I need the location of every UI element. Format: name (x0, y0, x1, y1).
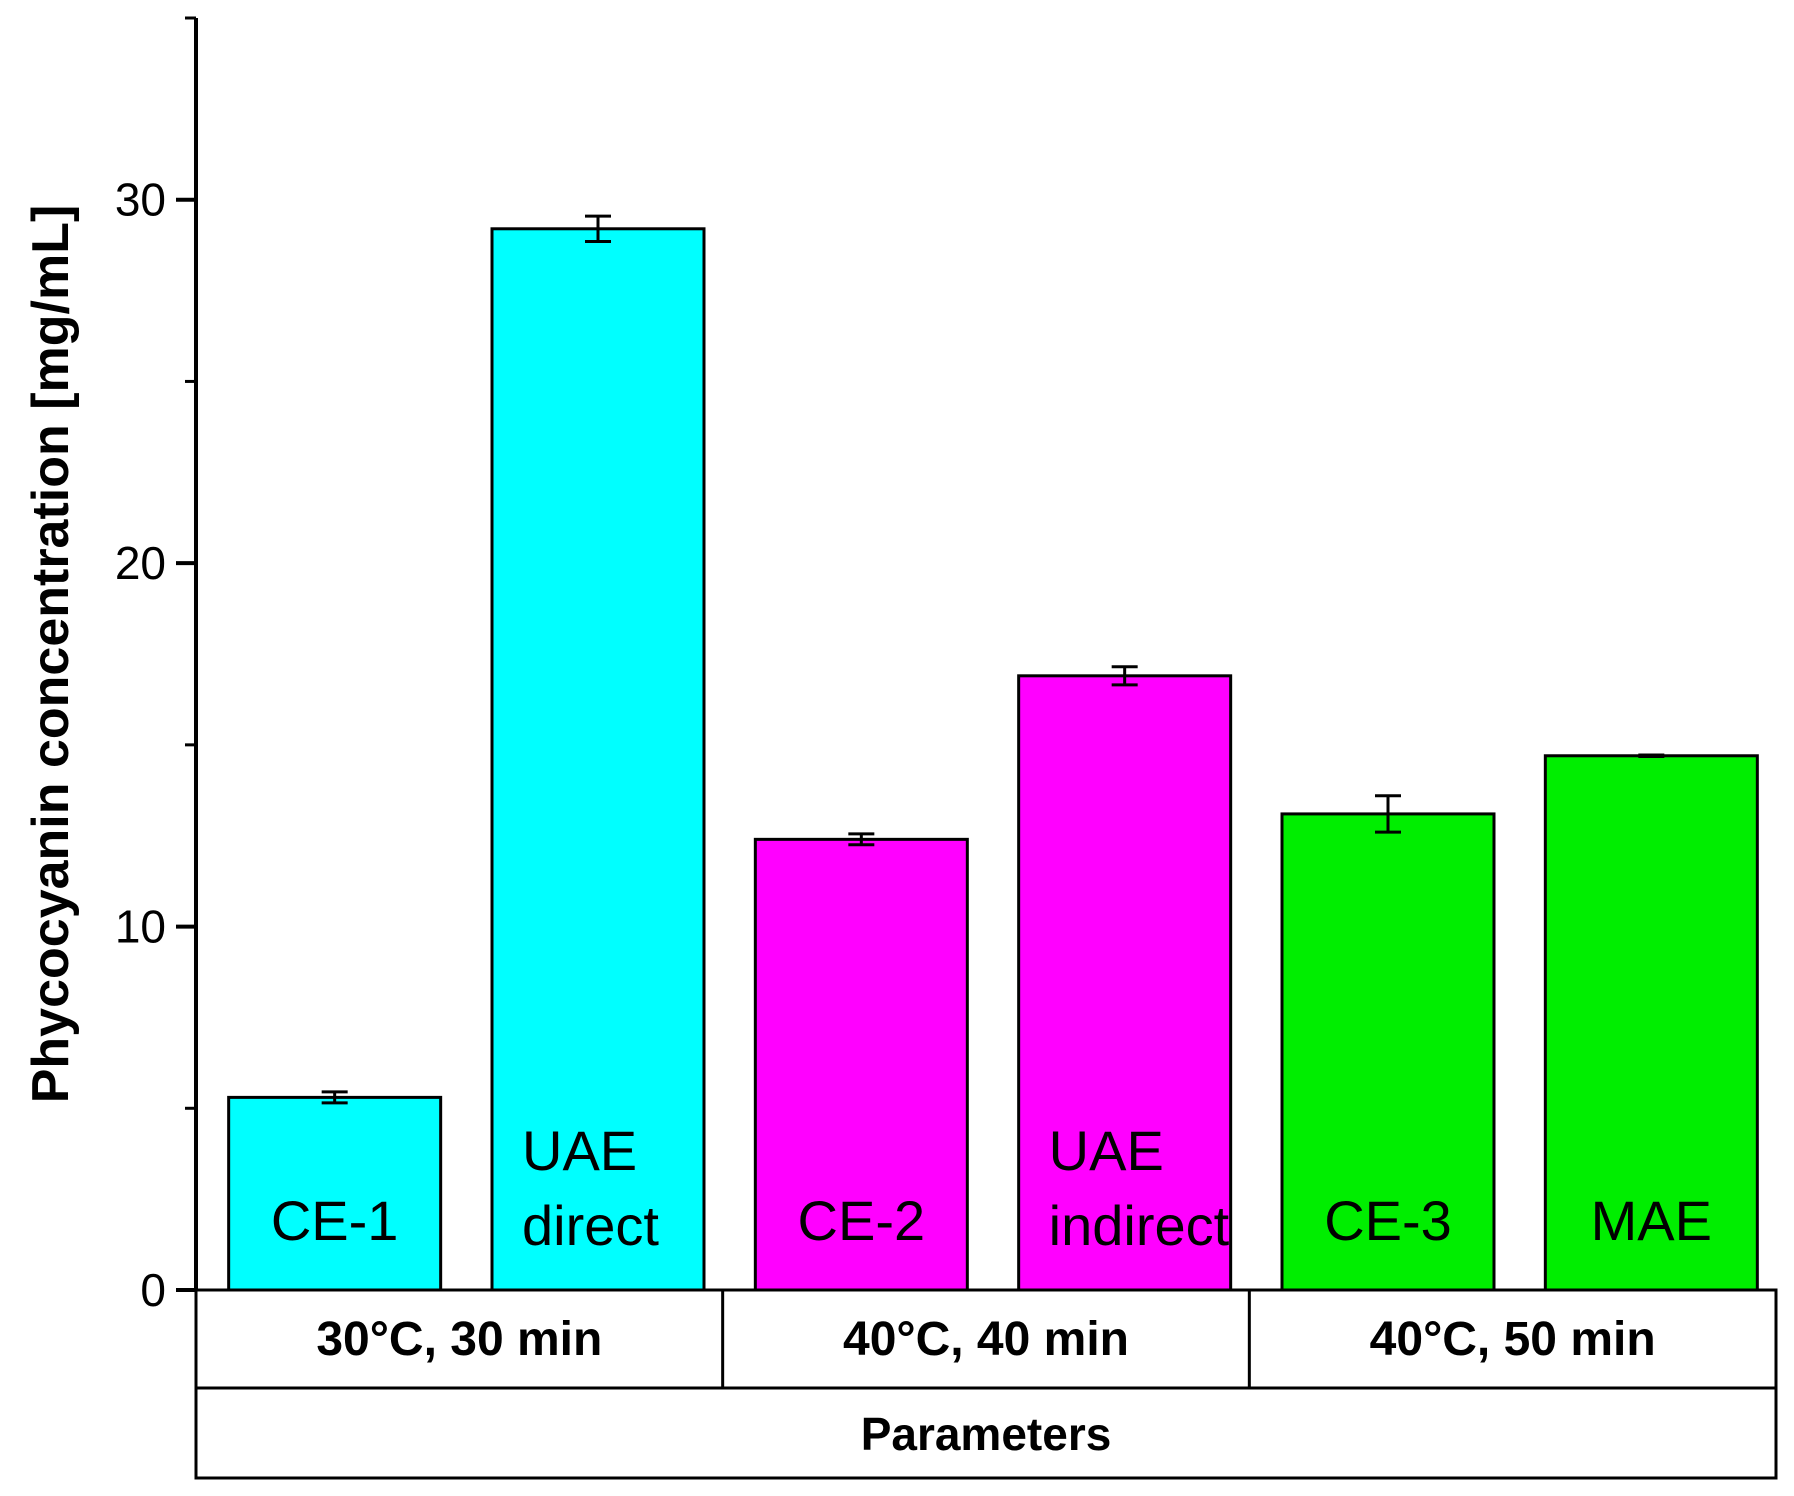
bar (1017, 674, 1233, 1292)
bar-label: UAE (522, 1119, 637, 1182)
bar-label: CE-3 (1324, 1189, 1452, 1252)
x-axis-label: Parameters (861, 1408, 1112, 1460)
bar-label: CE-1 (271, 1189, 399, 1252)
bar (753, 837, 969, 1292)
y-axis-label: Phycocyanin concentration [mg/mL] (22, 205, 80, 1104)
bar (490, 227, 706, 1292)
y-tick-label: 30 (115, 174, 166, 226)
group-label: 40°C, 50 min (1370, 1313, 1656, 1366)
bar (1543, 754, 1759, 1292)
category-table (194, 1288, 1778, 1480)
bar (1280, 812, 1496, 1292)
bar-label: UAE (1049, 1119, 1164, 1182)
group-label: 30°C, 30 min (316, 1313, 602, 1366)
bar-label: MAE (1591, 1189, 1712, 1252)
bar-label: direct (522, 1194, 659, 1257)
y-tick-label: 0 (140, 1264, 166, 1316)
group-label: 40°C, 40 min (843, 1313, 1129, 1366)
labels: CE-1 UAE direct CE-2 UAE indirect CE-3 MAE 30°C,… (271, 1119, 1712, 1366)
bars (227, 214, 1759, 1292)
y-tick-label: 20 (115, 537, 166, 589)
y-tick-label: 10 (115, 901, 166, 953)
axes: 0 10 20 30 (115, 16, 1778, 1480)
bar-label: indirect (1049, 1194, 1230, 1257)
bar-label: CE-2 (798, 1189, 926, 1252)
bar (227, 1095, 443, 1292)
